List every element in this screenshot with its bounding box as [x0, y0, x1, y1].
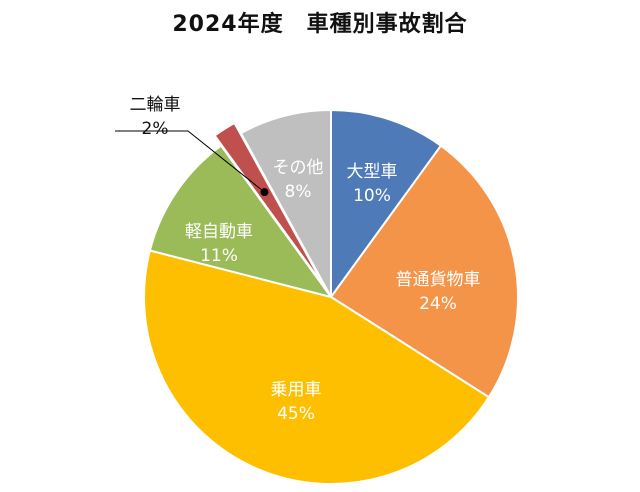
slice-value-6: 8% — [285, 182, 312, 202]
slice-value-4: 11% — [200, 246, 238, 266]
pie-slice-5 — [213, 121, 326, 288]
slice-value-5: 2% — [142, 119, 169, 139]
leader-line — [115, 130, 265, 193]
slice-label-2: 普通貨物車 — [396, 270, 481, 290]
pie-slice-3 — [143, 249, 491, 485]
slice-value-2: 24% — [419, 294, 457, 314]
slice-label-5: 二輪車 — [130, 95, 181, 115]
slice-label-3: 乗用車 — [271, 380, 322, 400]
chart-title: 2024年度 車種別事故割合 — [172, 12, 468, 37]
slice-value-3: 45% — [277, 404, 315, 424]
pie-slice-2 — [329, 144, 519, 399]
pie-slice-4 — [148, 144, 334, 299]
pie-slice-1 — [330, 108, 443, 301]
pie-slice-6 — [239, 108, 332, 298]
slice-value-1: 10% — [353, 186, 391, 206]
leader-dot — [260, 188, 269, 197]
slice-label-1: 大型車 — [347, 162, 398, 182]
slice-label-4: 軽自動車 — [185, 222, 253, 242]
slice-label-6: その他 — [273, 158, 324, 178]
